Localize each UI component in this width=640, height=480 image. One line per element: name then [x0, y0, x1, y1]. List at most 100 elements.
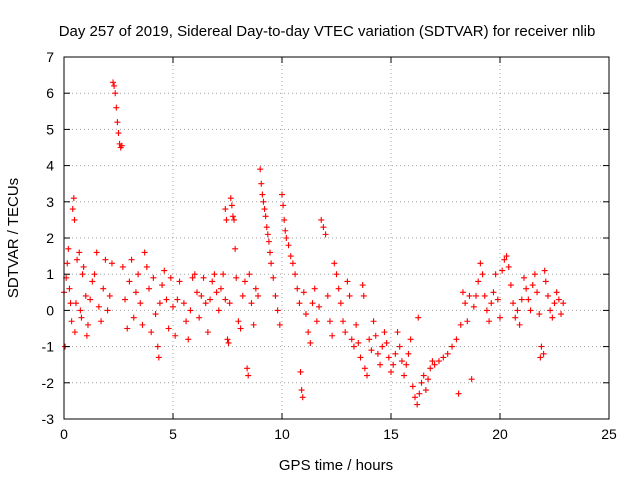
data-point	[551, 300, 558, 307]
data-point	[71, 329, 78, 336]
data-point	[516, 321, 523, 328]
data-point	[542, 278, 549, 285]
data-point	[98, 318, 105, 325]
data-point	[540, 350, 547, 357]
data-point	[130, 314, 137, 321]
data-point	[555, 296, 562, 303]
data-point	[246, 271, 253, 278]
data-point	[185, 336, 192, 343]
data-point	[544, 292, 551, 299]
axis-ticks: 0 5 10 15 20 25 -3 -2 -1 0 1 2 3 4 5 6 7	[42, 49, 617, 442]
data-point	[113, 104, 120, 111]
data-point	[231, 216, 238, 223]
data-point	[466, 292, 473, 299]
data-point	[292, 271, 299, 278]
data-point	[486, 318, 493, 325]
data-point	[141, 249, 148, 256]
data-point	[222, 206, 229, 213]
data-point	[235, 318, 242, 325]
data-point	[318, 216, 325, 223]
data-point	[377, 361, 384, 368]
data-point	[420, 372, 427, 379]
data-point	[213, 289, 220, 296]
grid-lines	[64, 57, 609, 419]
data-point	[497, 314, 503, 321]
data-point	[455, 390, 462, 397]
data-point	[146, 285, 153, 292]
data-point	[396, 343, 403, 350]
data-point	[372, 332, 379, 339]
data-point	[538, 343, 545, 350]
data-point	[307, 339, 314, 346]
data-point	[152, 311, 159, 318]
data-point	[411, 394, 418, 401]
data-point	[189, 274, 196, 281]
data-point	[262, 213, 269, 220]
data-point	[226, 300, 233, 307]
data-point	[294, 285, 301, 292]
data-point	[342, 329, 349, 336]
data-point	[159, 282, 166, 289]
data-point	[281, 216, 288, 223]
data-point	[366, 336, 373, 343]
data-point	[139, 321, 146, 328]
data-point	[322, 231, 329, 238]
data-point	[232, 245, 239, 252]
data-point	[383, 339, 390, 346]
data-point	[470, 303, 477, 310]
y-tick-label: 5	[46, 121, 54, 137]
data-point	[350, 343, 357, 350]
data-point	[357, 354, 364, 361]
data-point	[468, 376, 475, 383]
data-point	[150, 274, 157, 281]
data-point	[464, 318, 471, 325]
data-point	[560, 300, 567, 307]
data-point	[95, 303, 102, 310]
data-point	[267, 249, 274, 256]
data-point	[229, 213, 236, 220]
data-point	[239, 292, 246, 299]
x-tick-label: 10	[274, 426, 290, 442]
data-point	[335, 285, 342, 292]
y-tick-label: 3	[46, 194, 54, 210]
data-point	[368, 347, 375, 354]
data-point	[84, 321, 91, 328]
data-point	[112, 90, 119, 97]
data-point	[124, 325, 131, 332]
data-point	[353, 321, 360, 328]
data-point	[374, 350, 381, 357]
data-point	[233, 274, 240, 281]
data-point	[265, 238, 272, 245]
data-point	[416, 390, 423, 397]
data-point	[494, 296, 501, 303]
data-point	[176, 278, 183, 285]
data-point	[473, 292, 480, 299]
data-point	[209, 278, 216, 285]
data-point	[370, 318, 377, 325]
data-point	[198, 292, 205, 299]
data-point	[245, 372, 252, 379]
data-point	[364, 372, 371, 379]
data-point	[488, 300, 495, 307]
data-point	[154, 343, 161, 350]
data-point	[324, 292, 331, 299]
y-tick-label: -3	[42, 411, 55, 427]
data-point	[296, 300, 303, 307]
data-point	[252, 285, 259, 292]
y-tick-label: -2	[42, 375, 55, 391]
data-point	[259, 191, 266, 198]
y-tick-label: 4	[46, 158, 54, 174]
data-point	[298, 387, 305, 394]
data-point	[224, 336, 231, 343]
data-point	[477, 260, 484, 267]
data-point	[110, 79, 117, 86]
data-point	[108, 260, 115, 267]
data-point	[388, 368, 394, 375]
data-point	[514, 307, 521, 314]
data-point	[510, 300, 517, 307]
data-point	[196, 314, 203, 321]
data-point	[70, 195, 77, 202]
data-point	[143, 263, 150, 270]
data-point	[191, 271, 198, 278]
data-point	[274, 307, 281, 314]
